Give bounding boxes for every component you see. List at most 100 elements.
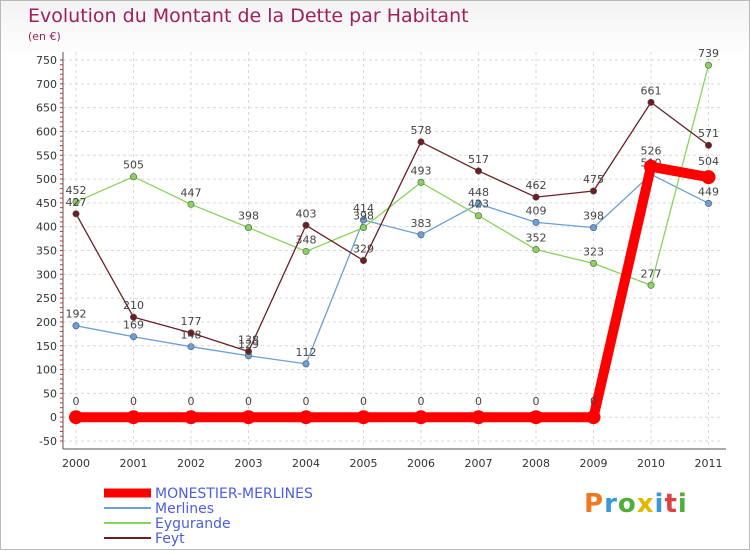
data-label: 414 xyxy=(353,202,374,215)
data-point xyxy=(72,322,80,330)
legend-label: MONESTIER-MERLINES xyxy=(155,486,313,502)
y-tick-label: 500 xyxy=(36,173,57,186)
data-label: 493 xyxy=(411,164,432,177)
y-tick-label: 50 xyxy=(43,387,57,400)
data-point xyxy=(644,159,658,174)
y-tick-label: 700 xyxy=(36,78,57,91)
x-tick-label: 2002 xyxy=(177,457,205,470)
data-label: 517 xyxy=(468,153,489,166)
data-point xyxy=(701,170,716,185)
y-tick-label: 250 xyxy=(36,292,57,305)
data-label: 0 xyxy=(475,395,482,408)
data-point xyxy=(187,200,195,208)
data-label: 323 xyxy=(583,245,604,258)
data-point xyxy=(245,347,253,355)
data-point xyxy=(704,199,712,207)
proxiti-logo: Proxiti xyxy=(584,489,688,519)
data-label: 526 xyxy=(641,145,662,158)
data-label: 449 xyxy=(698,185,719,198)
x-tick-label: 2008 xyxy=(522,457,550,470)
series-line-feyt xyxy=(75,101,710,353)
data-point xyxy=(187,329,195,337)
x-tick-label: 2003 xyxy=(235,457,263,470)
y-tick-label: 650 xyxy=(36,102,57,115)
series-line-monestier-merlines xyxy=(71,161,714,423)
data-label: 0 xyxy=(245,395,252,408)
data-label: 462 xyxy=(526,179,547,192)
data-point xyxy=(647,98,655,106)
y-tick-label: 550 xyxy=(36,149,57,162)
data-label: 210 xyxy=(123,299,144,312)
x-tick-label: 2009 xyxy=(580,457,608,470)
y-tick-label: 300 xyxy=(36,268,57,281)
y-tick-label: 200 xyxy=(36,316,57,329)
x-tick-label: 2010 xyxy=(637,457,665,470)
data-point xyxy=(586,410,601,425)
data-label: 448 xyxy=(468,186,489,199)
data-point xyxy=(474,167,482,175)
data-label: 177 xyxy=(181,315,202,328)
data-label: 0 xyxy=(73,395,80,408)
data-label: 475 xyxy=(583,173,604,186)
y-tick-label: 600 xyxy=(36,125,57,138)
x-tick-label: 2004 xyxy=(292,457,320,470)
data-point xyxy=(647,281,655,289)
data-point xyxy=(69,410,83,425)
data-label: 138 xyxy=(238,333,259,346)
data-label: 398 xyxy=(238,210,259,223)
y-tick-label: 0 xyxy=(50,411,57,424)
data-label: 277 xyxy=(641,267,662,280)
data-point xyxy=(589,187,597,195)
logo-letter: t xyxy=(664,489,678,519)
x-tick-label: 2007 xyxy=(465,457,493,470)
logo-letter: r xyxy=(604,489,618,519)
y-tick-label: 150 xyxy=(36,340,57,353)
data-point xyxy=(299,410,313,425)
chart-title: Evolution du Montant de la Dette par Hab… xyxy=(28,5,469,27)
y-tick-label: 100 xyxy=(36,364,57,377)
data-point xyxy=(72,210,80,218)
data-point xyxy=(187,343,195,351)
data-label: 571 xyxy=(698,127,719,140)
legend-label: Merlines xyxy=(155,501,214,517)
data-point xyxy=(471,410,486,425)
data-point xyxy=(359,257,367,265)
chart-unit-label: (en €) xyxy=(28,30,61,43)
legend-label: Feyt xyxy=(155,531,185,547)
data-point xyxy=(417,231,425,239)
logo-letter: i xyxy=(654,489,665,519)
y-tick-label: 750 xyxy=(36,54,57,67)
data-label: 427 xyxy=(66,196,87,209)
x-tick-label: 2001 xyxy=(120,457,148,470)
data-point xyxy=(130,173,138,181)
data-label: 452 xyxy=(66,184,87,197)
data-point xyxy=(532,218,540,226)
data-point xyxy=(130,333,138,341)
data-label: 447 xyxy=(181,186,202,199)
data-label: 383 xyxy=(411,217,432,230)
data-point xyxy=(417,138,425,146)
x-tick-label: 2011 xyxy=(695,457,723,470)
data-label: 0 xyxy=(590,395,597,408)
series-line-eygurande xyxy=(75,64,710,286)
data-point xyxy=(589,259,597,267)
data-label: 505 xyxy=(123,159,144,172)
y-tick-label: 350 xyxy=(36,245,57,258)
data-label: 0 xyxy=(418,395,425,408)
y-tick-label: 450 xyxy=(36,197,57,210)
data-point xyxy=(532,246,540,254)
data-label: 329 xyxy=(353,243,374,256)
data-label: 352 xyxy=(526,232,547,245)
logo-letter: x xyxy=(636,489,655,519)
data-point xyxy=(704,141,712,149)
data-label: 0 xyxy=(188,395,195,408)
data-point xyxy=(356,410,371,425)
data-point xyxy=(529,410,543,425)
data-point xyxy=(589,224,597,232)
data-label: 0 xyxy=(533,395,540,408)
data-point xyxy=(417,178,425,186)
data-label: 0 xyxy=(130,395,137,408)
data-point xyxy=(704,61,712,69)
x-tick-label: 2005 xyxy=(350,457,378,470)
